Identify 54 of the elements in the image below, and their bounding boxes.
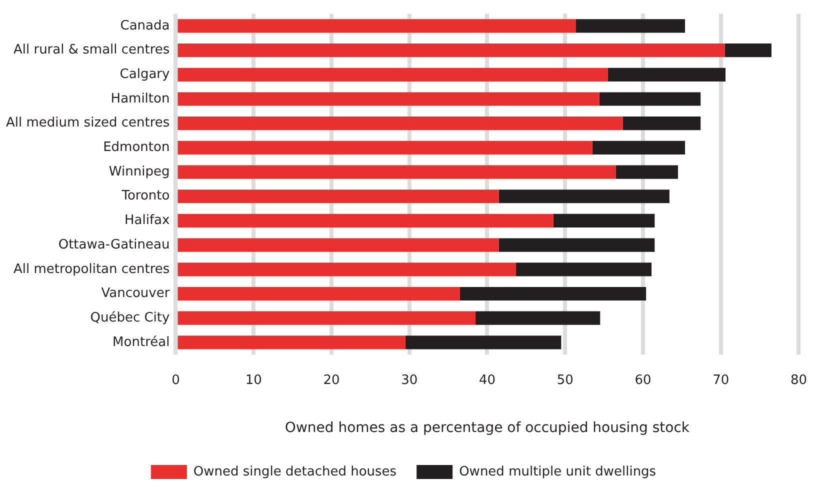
x-tick-label: 30	[401, 372, 418, 388]
y-tick-label: Toronto	[120, 188, 170, 204]
bar	[178, 336, 406, 350]
bar	[599, 92, 701, 106]
bar	[178, 92, 600, 106]
bar	[178, 19, 576, 33]
bar	[178, 44, 725, 58]
bar	[178, 116, 623, 130]
y-tick-label: Winnipeg	[108, 164, 170, 180]
bar	[608, 68, 726, 82]
x-axis-title: Owned homes as a percentage of occupied housing stock	[284, 420, 690, 436]
bar	[592, 140, 686, 154]
bar	[178, 165, 616, 179]
x-tick-label: 20	[323, 372, 340, 388]
bar	[553, 214, 655, 228]
bar	[498, 238, 655, 252]
bar	[576, 19, 686, 33]
bar	[178, 68, 608, 82]
y-tick-label: Ottawa-Gatineau	[58, 237, 170, 252]
bar	[405, 336, 562, 350]
y-tick-label: Québec City	[90, 310, 170, 326]
bar	[178, 140, 592, 154]
y-tick-label: All medium sized centres	[6, 116, 170, 131]
legend-label: Owned single detached houses	[193, 464, 397, 480]
legend-label: Owned multiple unit dwellings	[459, 464, 656, 480]
x-tick-label: 40	[478, 372, 496, 388]
bar	[498, 190, 670, 204]
bar	[178, 214, 554, 228]
x-tick-label: 50	[556, 372, 574, 388]
bar	[622, 116, 701, 130]
bar	[178, 238, 499, 252]
x-tick-label: 80	[790, 372, 807, 388]
x-tick-label: 10	[245, 372, 262, 388]
bar	[178, 286, 460, 301]
bar	[724, 44, 772, 58]
y-tick-label: Edmonton	[103, 140, 170, 156]
bar	[616, 165, 678, 179]
x-tick-label: 0	[172, 372, 180, 388]
y-tick-label: Halifax	[124, 213, 170, 228]
y-tick-label: Vancouver	[101, 286, 170, 302]
x-tick-label: 70	[712, 372, 730, 388]
y-tick-label: Montréal	[112, 334, 170, 350]
bar	[178, 190, 499, 204]
y-tick-label: Calgary	[120, 67, 170, 82]
y-tick-label: All metropolitan centres	[14, 262, 170, 277]
y-tick-label: Canada	[120, 18, 170, 34]
bar	[476, 311, 600, 325]
bar	[178, 311, 476, 325]
y-tick-label: All rural & small centres	[13, 42, 170, 58]
bar	[516, 262, 652, 276]
y-tick-label: Hamilton	[110, 91, 170, 106]
bar	[178, 262, 516, 276]
x-tick-label: 60	[634, 372, 652, 388]
bar	[460, 286, 646, 301]
